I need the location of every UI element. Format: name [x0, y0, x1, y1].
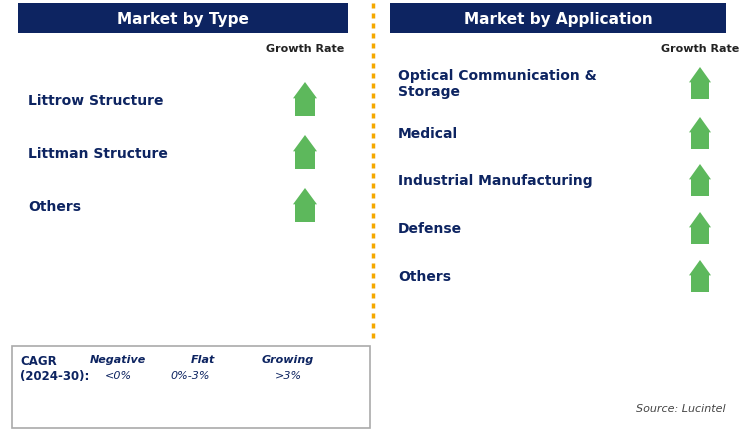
Text: <0%: <0% — [105, 370, 132, 380]
Text: >3%: >3% — [274, 370, 302, 380]
Polygon shape — [689, 68, 711, 83]
Text: Negative: Negative — [90, 354, 146, 364]
Polygon shape — [318, 388, 338, 403]
Text: Littrow Structure: Littrow Structure — [28, 94, 163, 108]
Polygon shape — [239, 394, 255, 414]
Polygon shape — [691, 83, 710, 100]
Text: Littman Structure: Littman Structure — [28, 147, 168, 161]
Polygon shape — [689, 261, 711, 276]
Polygon shape — [138, 406, 154, 418]
Polygon shape — [213, 399, 239, 409]
Text: CAGR
(2024-30):: CAGR (2024-30): — [20, 354, 89, 382]
Text: Growth Rate: Growth Rate — [661, 44, 739, 54]
Polygon shape — [689, 212, 711, 228]
Polygon shape — [293, 189, 317, 205]
FancyBboxPatch shape — [12, 346, 370, 428]
Polygon shape — [295, 152, 315, 170]
Polygon shape — [319, 403, 337, 418]
Text: Others: Others — [398, 269, 451, 283]
FancyBboxPatch shape — [390, 4, 726, 34]
Text: Industrial Manufacturing: Industrial Manufacturing — [398, 173, 593, 187]
Polygon shape — [691, 133, 710, 150]
Polygon shape — [689, 165, 711, 180]
Polygon shape — [691, 228, 710, 244]
Text: Defense: Defense — [398, 222, 462, 236]
Text: Market by Application: Market by Application — [464, 11, 652, 26]
Text: Optical Communication &
Storage: Optical Communication & Storage — [398, 69, 597, 99]
Polygon shape — [295, 99, 315, 117]
Polygon shape — [691, 276, 710, 292]
Text: Flat: Flat — [191, 354, 215, 364]
Polygon shape — [293, 83, 317, 99]
Text: Market by Type: Market by Type — [117, 11, 249, 26]
Polygon shape — [691, 180, 710, 197]
Text: 0%-3%: 0%-3% — [170, 370, 210, 380]
Polygon shape — [293, 136, 317, 152]
Text: Others: Others — [28, 200, 81, 213]
Polygon shape — [295, 205, 315, 223]
FancyBboxPatch shape — [18, 4, 348, 34]
Polygon shape — [139, 392, 153, 406]
Polygon shape — [689, 118, 711, 133]
Text: Source: Lucintel: Source: Lucintel — [636, 403, 726, 413]
Text: Medical: Medical — [398, 127, 458, 141]
Text: Growth Rate: Growth Rate — [266, 44, 344, 54]
Text: Growing: Growing — [262, 354, 314, 364]
